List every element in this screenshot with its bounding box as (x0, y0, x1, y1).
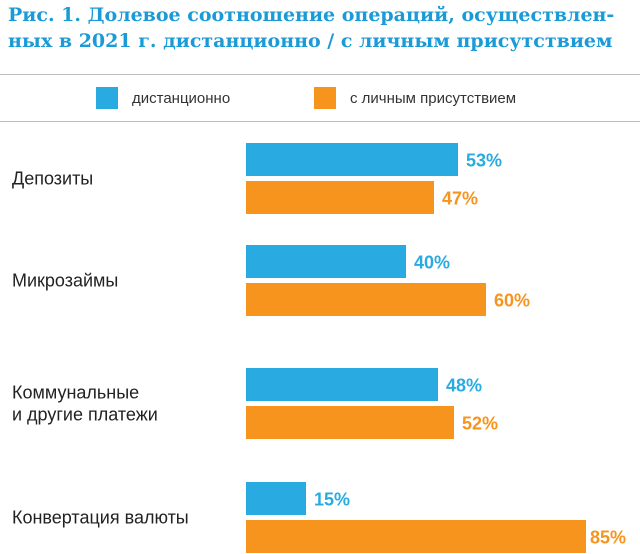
category-label: Коммунальные (12, 383, 139, 403)
bar-in-person (246, 520, 586, 553)
chart-title-line-2: ных в 2021 г. дистанционно / с личным пр… (8, 30, 613, 52)
legend-swatch-remote (96, 87, 118, 109)
data-label: 40% (414, 253, 450, 273)
legend-bottom-divider (0, 121, 640, 122)
category-label: Конвертация валюты (12, 508, 189, 528)
bar-remote (246, 482, 306, 515)
category-label: Депозиты (12, 169, 93, 189)
legend-item-in-person: с личным присутствием (314, 86, 516, 110)
bar-remote (246, 368, 438, 401)
data-label: 53% (466, 151, 502, 171)
category-label: и другие платежи (12, 405, 158, 425)
data-label: 48% (446, 376, 482, 396)
data-label: 15% (314, 490, 350, 510)
legend-label-in-person: с личным присутствием (350, 89, 517, 107)
legend-label-remote: дистанционно (132, 89, 231, 107)
bar-in-person (246, 181, 434, 214)
data-label: 60% (494, 291, 530, 311)
bar-remote (246, 245, 406, 278)
chart-title: Рис. 1. Долевое соотношение операций, ос… (8, 2, 636, 54)
legend-item-remote: дистанционно (96, 86, 230, 110)
data-label: 52% (462, 414, 498, 434)
legend-swatch-in-person (314, 87, 336, 109)
chart-title-line-1: Рис. 1. Долевое соотношение операций, ос… (8, 4, 615, 26)
bar-in-person (246, 406, 454, 439)
category-label: Микрозаймы (12, 271, 118, 291)
legend-top-divider (0, 74, 640, 75)
bar-in-person (246, 283, 486, 316)
data-label: 85% (590, 528, 626, 548)
bar-remote (246, 143, 458, 176)
data-label: 47% (442, 189, 478, 209)
